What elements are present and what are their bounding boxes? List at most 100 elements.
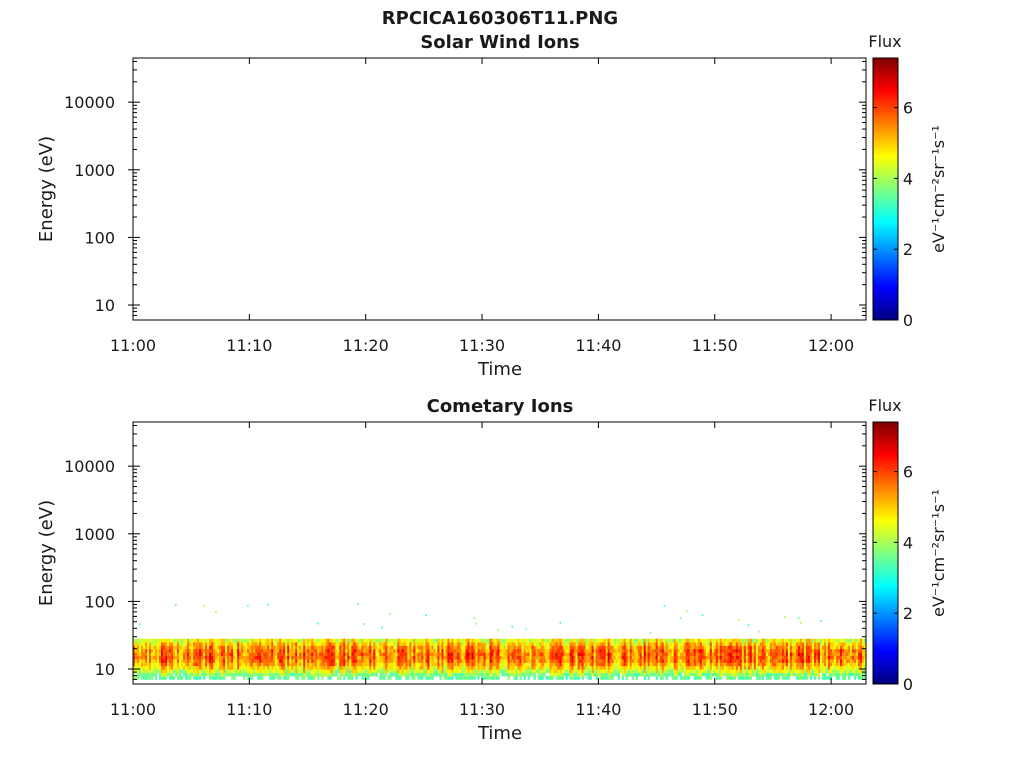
heatmap-cell — [855, 655, 859, 660]
heatmap-cell — [447, 645, 450, 650]
heatmap-cell — [443, 648, 446, 653]
heatmap-cell — [217, 645, 220, 650]
heatmap-cell — [759, 638, 763, 643]
heatmap-cell — [255, 655, 258, 660]
heatmap-cell — [795, 655, 799, 660]
heatmap-cell — [187, 672, 190, 677]
heatmap-cell — [757, 659, 761, 663]
heatmap-cell — [521, 638, 524, 643]
heatmap-cell — [795, 676, 799, 680]
heatmap-cell — [605, 655, 608, 660]
heatmap-cell — [659, 665, 663, 670]
heatmap-cell — [265, 655, 268, 660]
heatmap-cell — [203, 665, 206, 670]
heatmap-cell — [253, 665, 256, 670]
heatmap-cell — [489, 645, 492, 650]
heatmap-cell — [765, 669, 769, 673]
heatmap-cell — [839, 659, 843, 663]
heatmap-cell — [609, 662, 612, 667]
heatmap-cell — [367, 638, 370, 643]
heatmap-cell — [251, 648, 254, 653]
heatmap-cell — [165, 662, 168, 667]
heatmap-cell — [511, 642, 514, 646]
heatmap-cell — [317, 672, 320, 677]
heatmap-cell — [263, 672, 266, 677]
heatmap-cell — [231, 645, 234, 650]
heatmap-cell — [405, 638, 408, 643]
heatmap-cell — [801, 672, 805, 677]
heatmap-cell — [593, 672, 596, 677]
heatmap-cell — [357, 652, 360, 657]
heatmap-cell — [237, 638, 240, 643]
heatmap-cell — [533, 665, 536, 670]
x-axis-label: Time — [477, 723, 522, 744]
heatmap-cell — [705, 655, 709, 660]
heatmap-cell — [673, 672, 677, 677]
heatmap-cell — [837, 672, 841, 677]
heatmap-cell — [323, 652, 326, 657]
heatmap-cell — [735, 672, 739, 677]
heatmap-cell — [751, 665, 755, 670]
heatmap-cell — [409, 652, 412, 657]
heatmap-cell — [675, 659, 679, 663]
heatmap-cell — [141, 652, 144, 657]
heatmap-cell — [359, 665, 362, 670]
heatmap-cell — [735, 642, 739, 646]
heatmap-cell — [389, 612, 391, 615]
heatmap-cell — [171, 672, 174, 677]
heatmap-cell — [219, 659, 222, 663]
heatmap-cell — [439, 672, 442, 677]
heatmap-cell — [435, 672, 438, 677]
heatmap-cell — [385, 638, 388, 643]
heatmap-cell — [845, 655, 849, 660]
heatmap-cell — [783, 659, 787, 663]
heatmap-cell — [585, 665, 588, 670]
heatmap-cell — [783, 642, 787, 646]
heatmap-cell — [823, 662, 827, 667]
heatmap-cell — [515, 652, 518, 657]
heatmap-cell — [689, 655, 693, 660]
heatmap-cell — [405, 652, 408, 657]
heatmap-cell — [567, 662, 570, 667]
heatmap-cell — [751, 652, 755, 657]
heatmap-cell — [845, 662, 849, 667]
heatmap-cell — [769, 642, 773, 646]
heatmap-cell — [145, 652, 148, 657]
heatmap-cell — [635, 655, 638, 660]
heatmap-cell — [313, 648, 316, 653]
heatmap-cell — [625, 662, 628, 667]
heatmap-cell — [239, 655, 242, 660]
heatmap-cell — [721, 655, 725, 660]
heatmap-cell — [291, 648, 294, 653]
heatmap-cell — [711, 659, 715, 663]
heatmap-cell — [391, 659, 394, 663]
heatmap-cell — [281, 659, 284, 663]
heatmap-cell — [589, 676, 592, 680]
heatmap-cell — [777, 665, 781, 670]
heatmap-cell — [761, 669, 765, 673]
heatmap-cell — [851, 655, 855, 660]
heatmap-cell — [721, 638, 725, 643]
heatmap-cell — [163, 652, 166, 657]
heatmap-cell — [757, 672, 761, 677]
heatmap-cell — [753, 638, 757, 643]
heatmap-cell — [213, 669, 216, 673]
heatmap-cell — [553, 645, 556, 650]
heatmap-cell — [625, 645, 628, 650]
heatmap-cell — [269, 662, 272, 667]
heatmap-cell — [183, 655, 186, 660]
heatmap-cell — [827, 665, 831, 670]
heatmap-cell — [387, 659, 390, 663]
heatmap-cell — [433, 645, 436, 650]
heatmap-cell — [249, 652, 252, 657]
heatmap-cell — [671, 672, 675, 677]
heatmap-cell — [657, 665, 661, 670]
heatmap-cell — [277, 638, 280, 643]
heatmap-cell — [245, 652, 248, 657]
heatmap-cell — [423, 652, 426, 657]
heatmap-cell — [319, 655, 322, 660]
heatmap-cell — [789, 652, 793, 657]
heatmap-cell — [697, 662, 701, 667]
heatmap-cell — [223, 662, 226, 667]
heatmap-cell — [455, 655, 458, 660]
